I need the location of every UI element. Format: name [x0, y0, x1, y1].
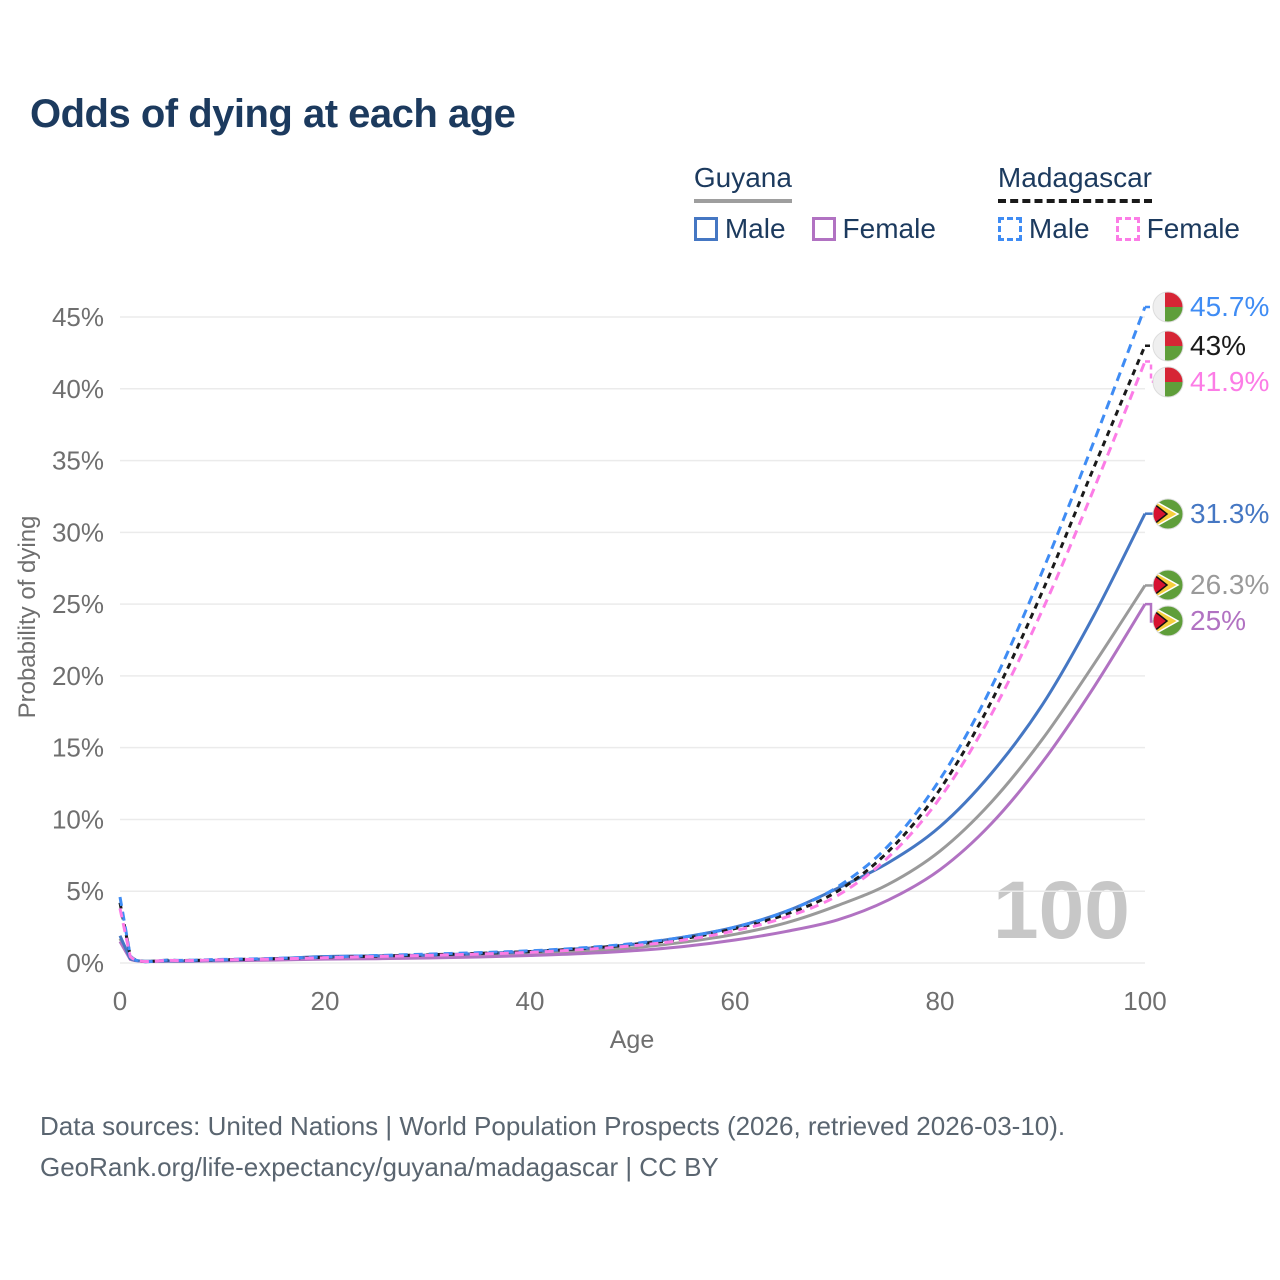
end-label-madagascar-female: 41.9% [1152, 365, 1269, 399]
y-tick-label: 5% [66, 876, 104, 906]
x-tick-label: 40 [516, 986, 545, 1016]
end-label-guyana-male: 31.3% [1152, 497, 1269, 531]
end-label-value: 26.3% [1190, 569, 1270, 601]
x-tick-label: 20 [311, 986, 340, 1016]
x-tick-label: 80 [926, 986, 955, 1016]
legend-group-title-madagascar: Madagascar [997, 162, 1153, 203]
watermark-age-100: 100 [993, 865, 1130, 956]
legend-item-guyana-male[interactable]: Male [693, 213, 786, 245]
end-label-value: 45.7% [1190, 290, 1270, 322]
madagascar-male-swatch [997, 217, 1022, 241]
data-source-line: Data sources: United Nations | World Pop… [40, 1111, 1066, 1141]
y-tick-label: 35% [52, 446, 104, 476]
y-tick-label: 20% [52, 661, 104, 691]
series-line-madagascar-female [118, 360, 1147, 964]
legend-item-label: Male [1028, 213, 1090, 244]
legend-item-madagascar-male[interactable]: Male [997, 213, 1090, 245]
end-label-value: 43% [1190, 329, 1247, 361]
legend: Guyana Male Female Madagascar Male [693, 162, 1240, 245]
legend-item-label: Female [1146, 213, 1240, 244]
series-line-madagascar-both [118, 345, 1147, 964]
legend-group-title-guyana: Guyana [693, 162, 792, 203]
y-tick-label: 25% [52, 589, 104, 619]
legend-item-label: Male [724, 213, 786, 244]
legend-group-guyana: Guyana Male Female [693, 162, 936, 245]
legend-item-guyana-female[interactable]: Female [811, 213, 936, 245]
y-tick-label: 45% [52, 302, 104, 332]
madagascar-flag-icon [1152, 291, 1184, 323]
y-tick-label: 10% [52, 804, 104, 834]
end-label-madagascar-male: 45.7% [1152, 290, 1269, 324]
y-tick-label: 40% [52, 374, 104, 404]
x-tick-label: 60 [721, 986, 750, 1016]
series-line-madagascar-male [118, 306, 1147, 964]
end-label-guyana-both: 26.3% [1152, 568, 1269, 602]
y-tick-label: 15% [52, 733, 104, 763]
guyana-female-swatch [811, 217, 836, 241]
end-label-value: 41.9% [1190, 365, 1270, 397]
y-tick-label: 0% [66, 948, 104, 978]
guyana-flag-icon [1152, 569, 1184, 601]
legend-item-label: Female [842, 213, 936, 244]
x-tick-label: 0 [113, 986, 127, 1016]
guyana-flag-icon [1152, 498, 1184, 530]
footer: Data sources: United Nations | World Pop… [40, 1106, 1065, 1188]
end-label-value: 25% [1190, 605, 1247, 637]
legend-item-madagascar-female[interactable]: Female [1115, 213, 1240, 245]
series-line-guyana-male [118, 513, 1147, 963]
series-line-guyana-female [118, 603, 1147, 963]
madagascar-flag-icon [1152, 366, 1184, 398]
end-label-madagascar-both: 43% [1152, 329, 1246, 363]
madagascar-female-swatch [1115, 217, 1140, 241]
legend-group-madagascar: Madagascar Male Female [997, 162, 1240, 245]
x-tick-label: 100 [1123, 986, 1166, 1016]
guyana-flag-icon [1152, 605, 1184, 637]
end-label-guyana-female: 25% [1152, 604, 1246, 638]
attribution-line: GeoRank.org/life-expectancy/guyana/madag… [40, 1152, 719, 1182]
page-title: Odds of dying at each age [30, 92, 516, 136]
y-tick-label: 30% [52, 517, 104, 547]
x-axis-title: Age [609, 1026, 655, 1054]
guyana-male-swatch [693, 217, 718, 241]
end-label-value: 31.3% [1190, 497, 1270, 529]
madagascar-flag-icon [1152, 330, 1184, 362]
